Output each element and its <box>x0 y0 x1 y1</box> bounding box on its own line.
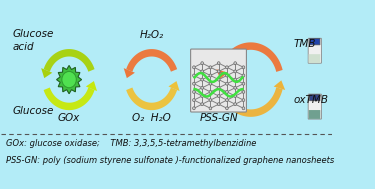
Circle shape <box>242 107 245 110</box>
Circle shape <box>234 62 237 65</box>
Polygon shape <box>168 81 180 91</box>
Text: Glucose
acid: Glucose acid <box>13 29 54 52</box>
Circle shape <box>242 74 245 77</box>
Polygon shape <box>219 42 283 72</box>
Text: PSS-GN: PSS-GN <box>200 113 238 123</box>
Text: GOx: glucose oxidase;    TMB: 3,3,5,5-tetramethylbenzidine: GOx: glucose oxidase; TMB: 3,3,5,5-tetra… <box>6 139 257 148</box>
Polygon shape <box>41 68 53 78</box>
Circle shape <box>209 82 212 85</box>
Circle shape <box>201 103 204 106</box>
Text: H₂O₂: H₂O₂ <box>140 30 164 40</box>
Circle shape <box>242 99 245 101</box>
Text: O₂  H₂O: O₂ H₂O <box>132 113 171 123</box>
Polygon shape <box>126 88 177 110</box>
Circle shape <box>242 90 245 93</box>
Polygon shape <box>57 65 82 94</box>
Circle shape <box>209 74 212 77</box>
Circle shape <box>217 70 220 73</box>
Circle shape <box>201 94 204 98</box>
FancyBboxPatch shape <box>310 38 320 45</box>
Polygon shape <box>44 88 94 110</box>
Circle shape <box>209 107 212 110</box>
Polygon shape <box>274 80 285 90</box>
Polygon shape <box>124 68 135 78</box>
Circle shape <box>217 78 220 81</box>
Circle shape <box>226 90 228 93</box>
Circle shape <box>226 82 228 85</box>
Circle shape <box>234 78 237 81</box>
FancyBboxPatch shape <box>308 38 321 63</box>
Circle shape <box>226 66 228 69</box>
Polygon shape <box>126 49 177 72</box>
Circle shape <box>217 62 220 65</box>
Polygon shape <box>219 87 283 117</box>
Polygon shape <box>44 49 94 72</box>
Circle shape <box>201 78 204 81</box>
Circle shape <box>234 103 237 106</box>
Circle shape <box>234 86 237 89</box>
Text: TMB: TMB <box>294 39 316 49</box>
Circle shape <box>242 66 245 69</box>
Text: PSS-GN: poly (sodium styrene sulfonate )-functionalized graphene nanosheets: PSS-GN: poly (sodium styrene sulfonate )… <box>6 156 334 165</box>
Circle shape <box>226 74 228 77</box>
Text: oxTMB: oxTMB <box>294 95 328 105</box>
Circle shape <box>209 90 212 93</box>
Circle shape <box>226 107 228 110</box>
Circle shape <box>217 94 220 98</box>
FancyBboxPatch shape <box>190 49 246 112</box>
Circle shape <box>209 66 212 69</box>
Circle shape <box>193 90 195 93</box>
Text: GOx: GOx <box>58 113 80 123</box>
Circle shape <box>193 99 195 101</box>
Circle shape <box>201 70 204 73</box>
Polygon shape <box>216 69 228 79</box>
FancyBboxPatch shape <box>309 54 320 63</box>
Circle shape <box>193 66 195 69</box>
Polygon shape <box>86 81 97 91</box>
FancyBboxPatch shape <box>309 110 320 119</box>
Circle shape <box>217 103 220 106</box>
Circle shape <box>201 86 204 89</box>
Text: Glucose: Glucose <box>13 106 54 116</box>
Circle shape <box>193 82 195 85</box>
Circle shape <box>226 99 228 101</box>
Circle shape <box>217 86 220 89</box>
Circle shape <box>193 107 195 110</box>
Circle shape <box>242 82 245 85</box>
FancyBboxPatch shape <box>308 94 321 119</box>
Circle shape <box>234 70 237 73</box>
Circle shape <box>193 74 195 77</box>
Circle shape <box>234 94 237 98</box>
Circle shape <box>62 71 76 88</box>
Circle shape <box>201 62 204 65</box>
Circle shape <box>209 99 212 101</box>
FancyBboxPatch shape <box>310 94 320 101</box>
